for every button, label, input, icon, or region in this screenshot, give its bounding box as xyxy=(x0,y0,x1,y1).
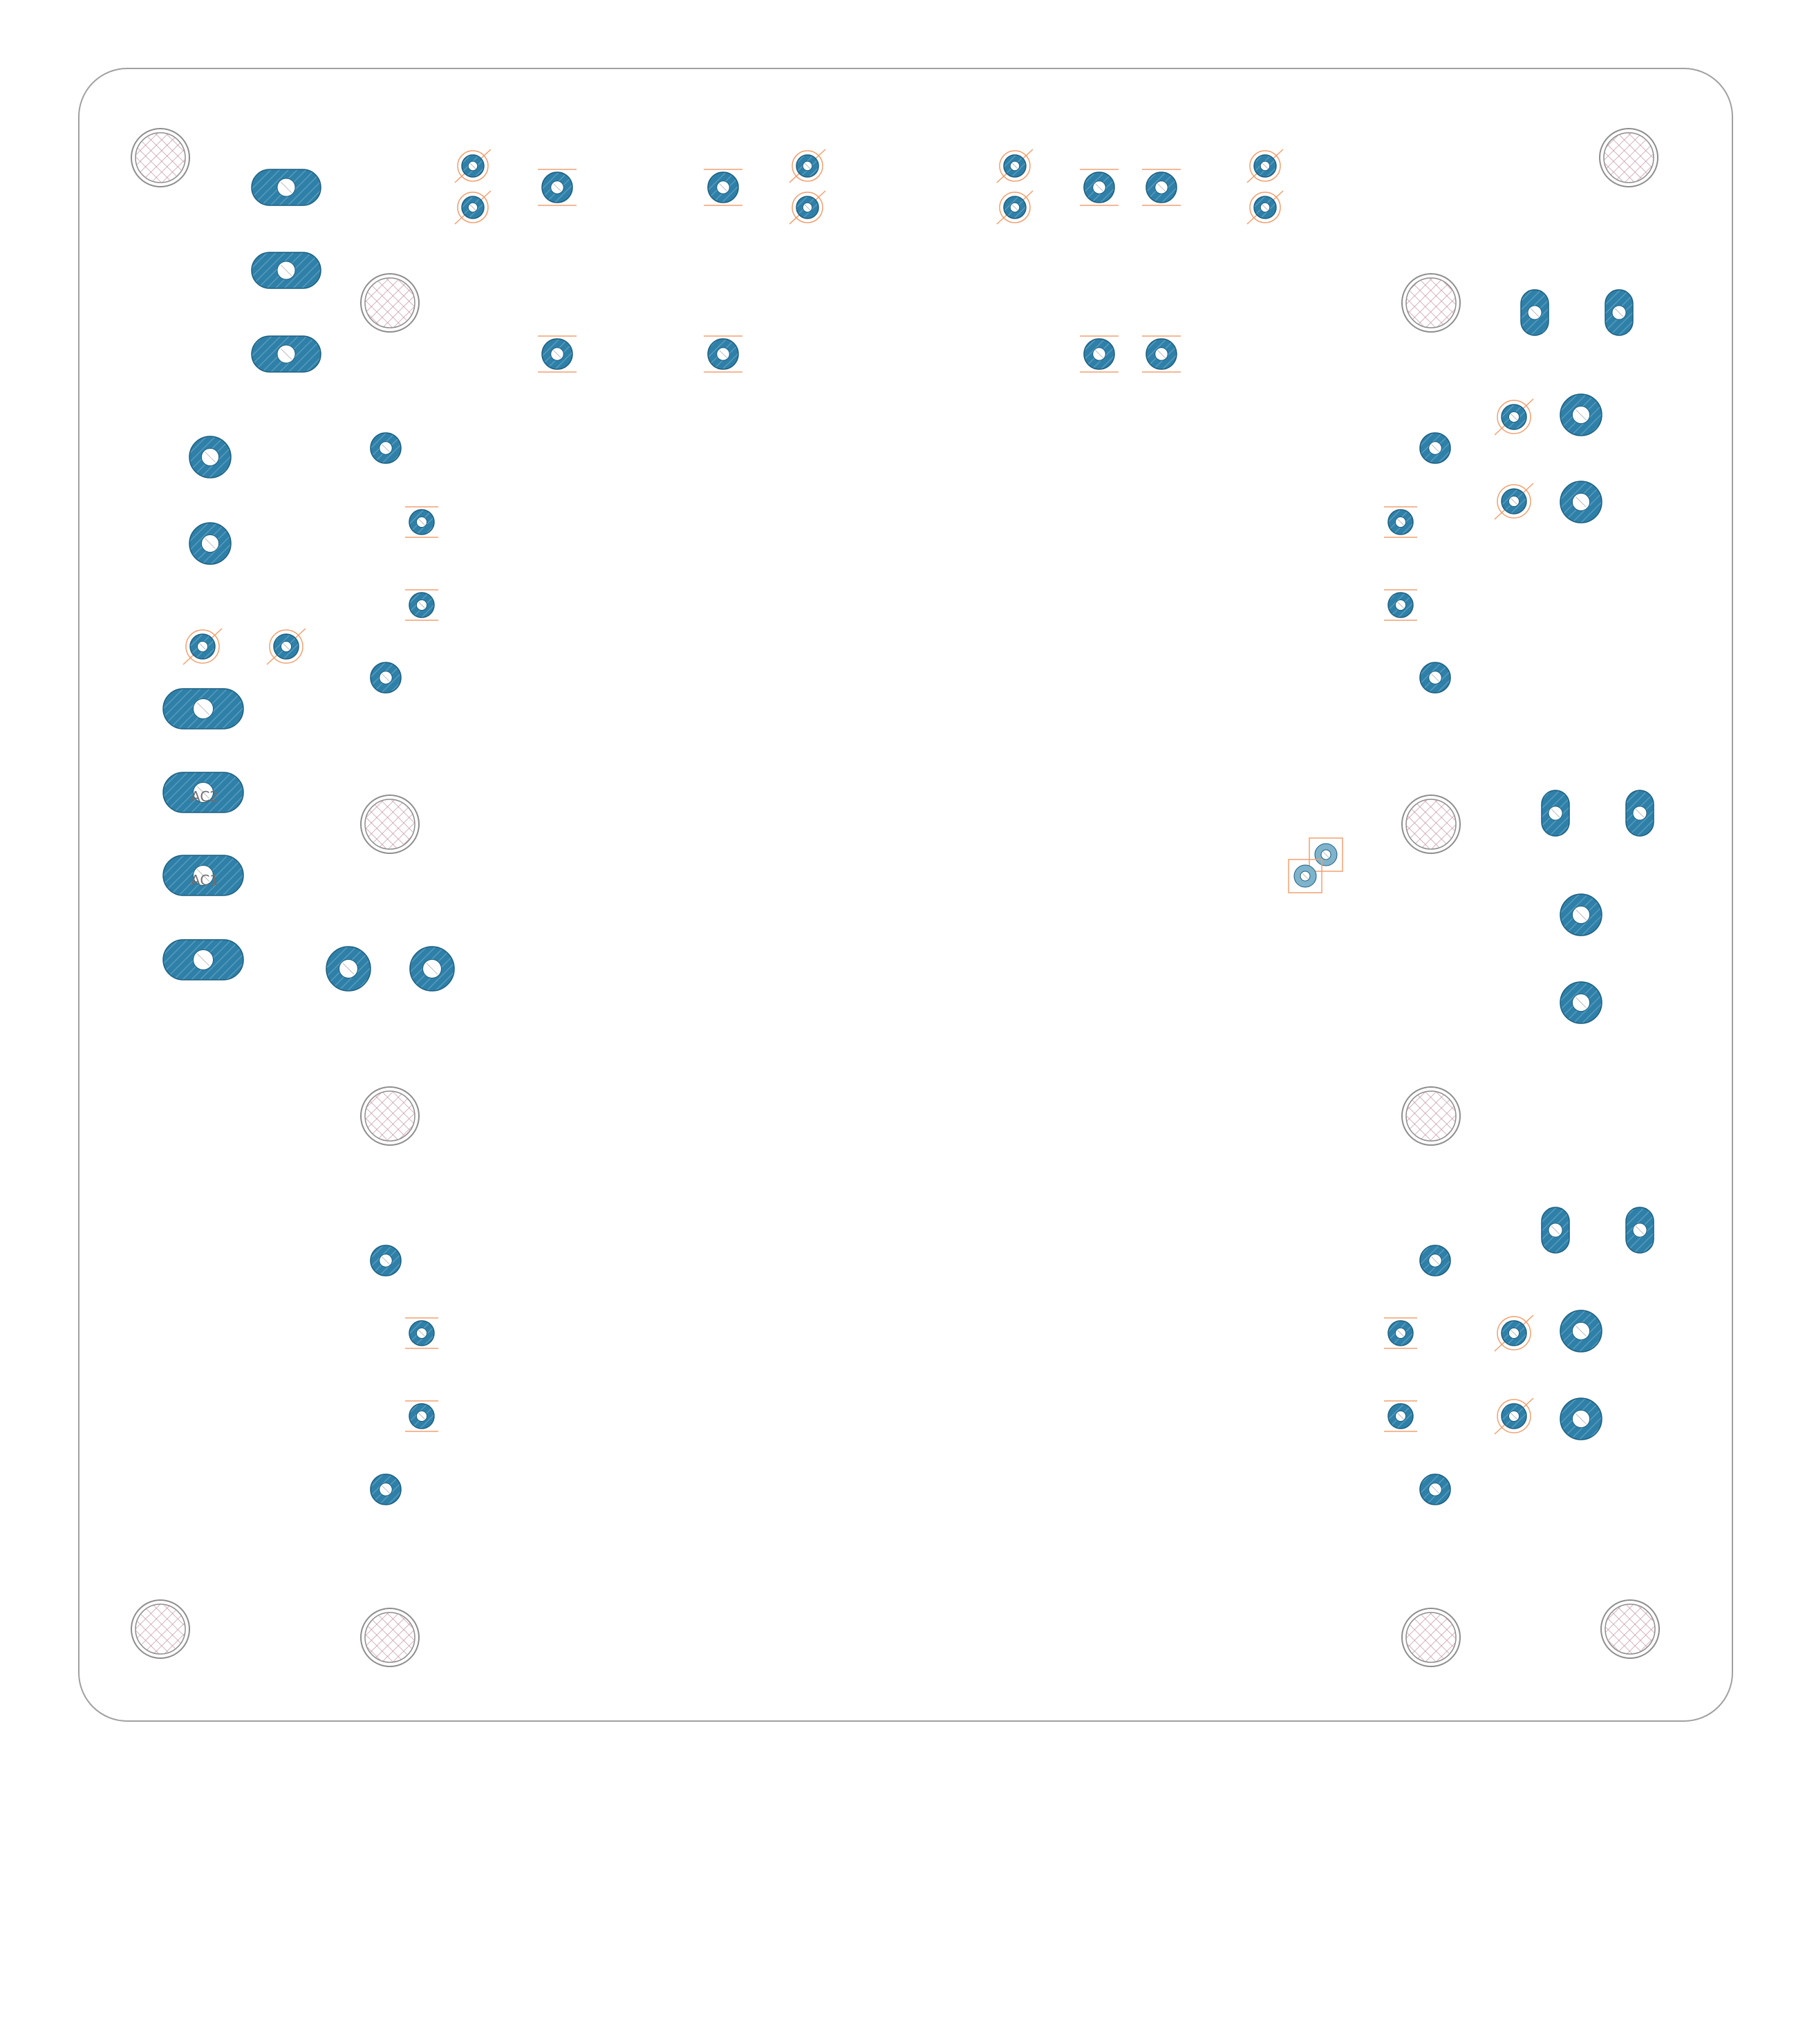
left-pad-1 xyxy=(189,436,232,479)
inner-left-small-pad-2 xyxy=(405,589,438,621)
inner-left-pad-1 xyxy=(370,432,402,464)
inner-right-pad-3 xyxy=(1419,1245,1451,1276)
right-small-pad-2 xyxy=(1494,483,1534,520)
inner-right-pad-4 xyxy=(1419,1474,1451,1505)
top-pad-8 xyxy=(1142,335,1181,373)
terminal-pad-1 xyxy=(162,688,244,730)
mounting-hole-1 xyxy=(131,128,190,187)
top-pad-x-5 xyxy=(996,149,1034,183)
mounting-hole-2 xyxy=(1599,128,1658,187)
top-pad-4 xyxy=(1142,169,1181,206)
mounting-hole-5 xyxy=(360,795,420,854)
mounting-hole-9 xyxy=(131,1599,190,1659)
left-pad-2 xyxy=(189,522,232,565)
top-pad-x-3 xyxy=(789,149,826,183)
mounting-hole-7 xyxy=(360,1086,420,1146)
right-pad-6 xyxy=(1560,1397,1602,1440)
right-oblong-5 xyxy=(1541,1207,1570,1254)
right-pad-1 xyxy=(1560,393,1602,436)
test-pad-2 xyxy=(1288,859,1322,893)
inner-right-pad-2 xyxy=(1419,662,1451,694)
right-pad-2 xyxy=(1560,481,1602,523)
inner-right-small-pad-4 xyxy=(1384,1400,1417,1432)
label-ac2: AC2 xyxy=(191,788,218,805)
top-pad-3 xyxy=(1080,169,1119,206)
inner-left-small-pad-4 xyxy=(405,1400,438,1432)
top-pad-x-2 xyxy=(454,190,492,225)
top-pad-6 xyxy=(704,335,742,373)
mounting-hole-6 xyxy=(1401,795,1461,854)
top-pad-x-6 xyxy=(996,190,1034,225)
mounting-hole-4 xyxy=(1401,273,1461,333)
top-pad-x-7 xyxy=(1246,149,1284,183)
right-oblong-1 xyxy=(1520,289,1549,336)
connector-pad-3 xyxy=(251,335,321,373)
power-pad-1 xyxy=(326,946,371,992)
top-pad-2 xyxy=(704,169,742,206)
mounting-holes xyxy=(131,128,1660,1667)
top-pad-x-4 xyxy=(789,190,826,225)
top-pad-x-1 xyxy=(454,149,492,183)
inner-left-pad-3 xyxy=(370,1245,402,1276)
power-pad-2 xyxy=(409,946,455,992)
inner-right-small-pad-2 xyxy=(1384,589,1417,621)
mounting-hole-3 xyxy=(360,273,420,333)
inner-left-small-pad-1 xyxy=(405,506,438,538)
left-small-pad-2 xyxy=(266,628,306,665)
test-pad-1 xyxy=(1309,837,1343,872)
right-pad-3 xyxy=(1560,893,1602,936)
terminal-pad-4 xyxy=(162,939,244,981)
right-oblong-2 xyxy=(1605,289,1634,336)
top-pad-7 xyxy=(1080,335,1119,373)
top-pad-1 xyxy=(538,169,577,206)
right-small-pad-1 xyxy=(1494,398,1534,436)
inner-right-small-pad-3 xyxy=(1384,1317,1417,1349)
left-small-pad-1 xyxy=(183,628,223,665)
inner-left-pad-2 xyxy=(370,662,402,694)
mounting-hole-12 xyxy=(1401,1608,1461,1667)
right-pad-4 xyxy=(1560,981,1602,1024)
top-pad-x-8 xyxy=(1246,190,1284,225)
inner-left-small-pad-3 xyxy=(405,1317,438,1349)
inner-left-pad-4 xyxy=(370,1474,402,1505)
right-oblong-3 xyxy=(1541,790,1570,837)
right-small-pad-3 xyxy=(1494,1314,1534,1352)
label-ac1: AC1 xyxy=(191,872,218,889)
top-pad-5 xyxy=(538,335,577,373)
terminal-pad-ac2 xyxy=(162,772,244,813)
right-pad-5 xyxy=(1560,1310,1602,1353)
mounting-hole-10 xyxy=(1600,1599,1660,1659)
connector-pad-1 xyxy=(251,169,321,206)
mounting-hole-11 xyxy=(360,1608,420,1667)
mounting-hole-8 xyxy=(1401,1086,1461,1146)
right-small-pad-4 xyxy=(1494,1397,1534,1435)
connector-pad-2 xyxy=(251,252,321,289)
component-pads xyxy=(162,149,1654,1505)
right-oblong-4 xyxy=(1625,790,1654,837)
board-outline xyxy=(78,68,1733,1722)
right-oblong-6 xyxy=(1625,1207,1654,1254)
inner-right-pad-1 xyxy=(1419,432,1451,464)
terminal-pad-ac1 xyxy=(162,855,244,896)
inner-right-small-pad-1 xyxy=(1384,506,1417,538)
